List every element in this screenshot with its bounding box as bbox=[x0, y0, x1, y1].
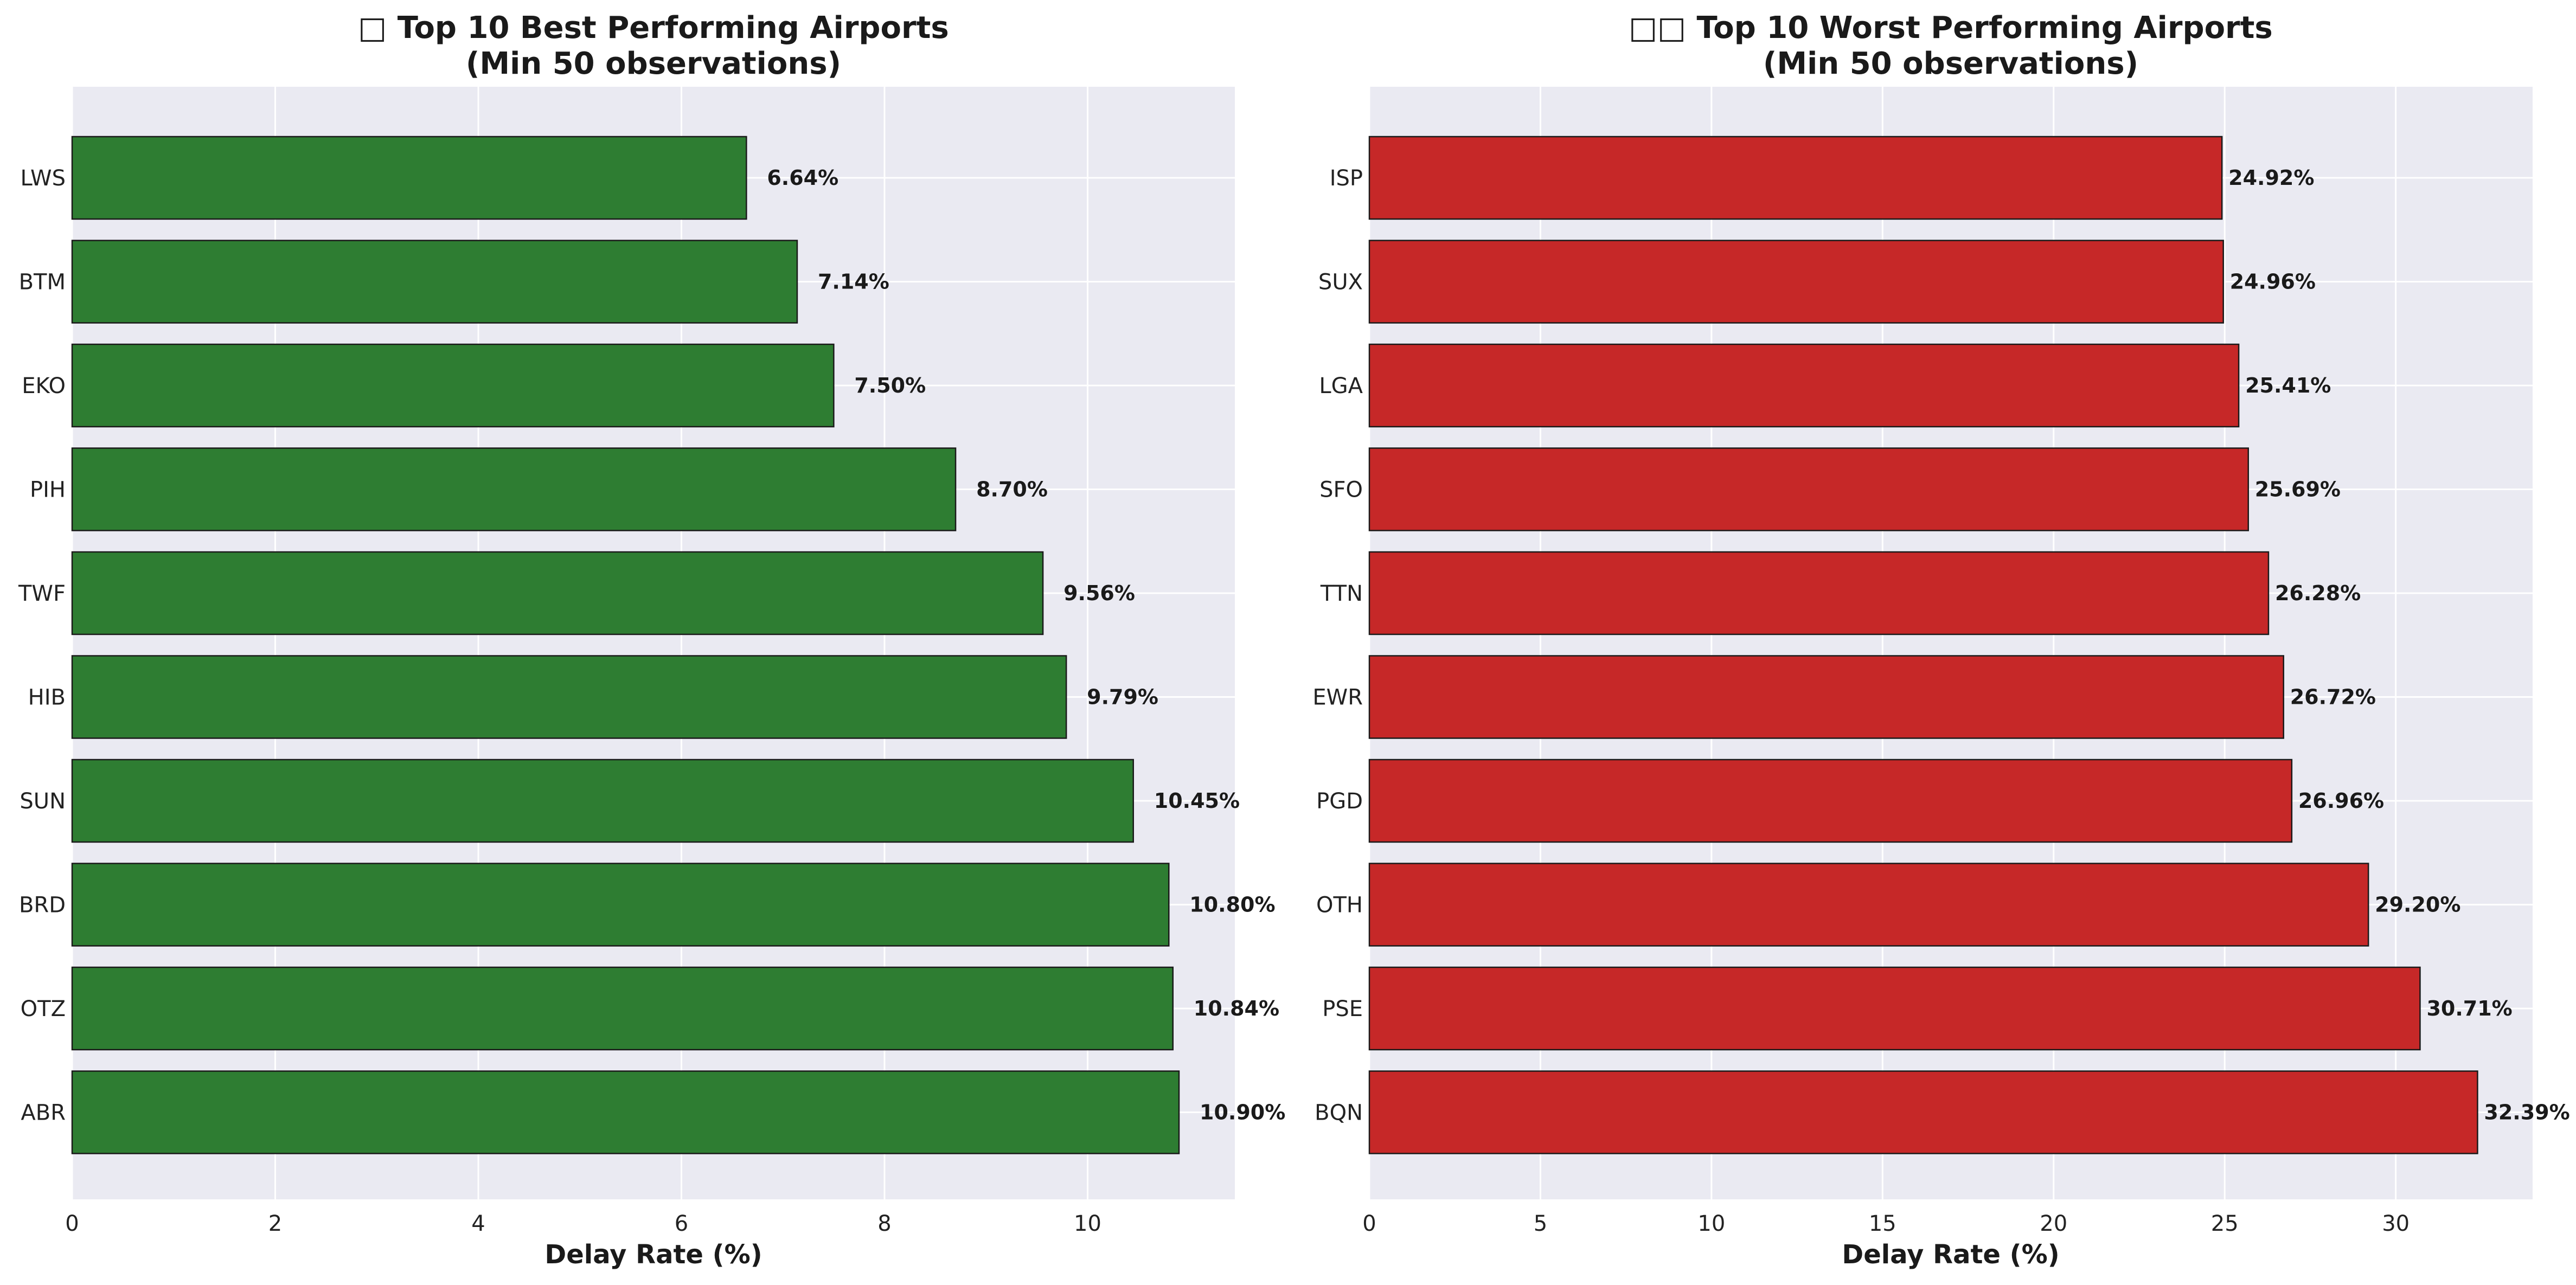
x-tick-label: 6 bbox=[675, 1211, 688, 1236]
y-tick-label-lws: LWS bbox=[20, 166, 66, 191]
y-tick-label-bqn: BQN bbox=[1315, 1101, 1363, 1126]
y-tick-label-otz: OTZ bbox=[21, 997, 66, 1021]
x-tick-label: 5 bbox=[1534, 1211, 1547, 1236]
y-tick-label-hib: HIB bbox=[28, 685, 66, 710]
data-label-sfo: 25.69% bbox=[2255, 478, 2341, 502]
x-tick-labels: 0 2 4 6 8 10 bbox=[65, 1211, 1101, 1236]
bar-pih bbox=[71, 447, 957, 531]
bar-hib bbox=[71, 655, 1067, 739]
x-tick-label: 4 bbox=[471, 1211, 485, 1236]
x-tick-label: 30 bbox=[2382, 1211, 2410, 1236]
bar-lws bbox=[71, 136, 747, 220]
data-labels: 6.64% 7.14% 7.50% 8.70% 9.56% 9.79% 10.45% 10.8… bbox=[767, 166, 1285, 1125]
x-tick-label: 25 bbox=[2211, 1211, 2239, 1236]
data-label-hib: 9.79% bbox=[1087, 685, 1158, 709]
bar-ewr bbox=[1368, 655, 2284, 739]
y-tick-labels: ISP SUX LGA SFO TTN EWR PGD OTH PSE BQN bbox=[1312, 166, 1363, 1126]
bars bbox=[71, 136, 1180, 1154]
y-tick-label-twf: TWF bbox=[18, 581, 66, 606]
data-label-pih: 8.70% bbox=[976, 478, 1048, 502]
chart-title: □□ Top 10 Worst Performing Airports bbox=[1629, 10, 2273, 46]
best-airports-chart: LWS BTM EKO PIH TWF HIB SUN BRD OTZ ABR 0 2 4 6 8 10 6… bbox=[18, 10, 1285, 1270]
y-tick-label-ttn: TTN bbox=[1320, 581, 1363, 606]
bar-isp bbox=[1368, 136, 2223, 220]
bar-abr bbox=[71, 1070, 1180, 1154]
data-label-ttn: 26.28% bbox=[2275, 581, 2361, 605]
x-tick-label: 15 bbox=[1869, 1211, 1896, 1236]
bar-bqn bbox=[1368, 1070, 2478, 1154]
bar-pse bbox=[1368, 966, 2421, 1051]
y-tick-label-sfo: SFO bbox=[1319, 478, 1363, 503]
data-label-pgd: 26.96% bbox=[2298, 789, 2384, 813]
data-label-lga: 25.41% bbox=[2245, 374, 2331, 397]
y-tick-label-lga: LGA bbox=[1319, 374, 1363, 399]
data-label-eko: 7.50% bbox=[854, 374, 926, 397]
y-tick-label-pse: PSE bbox=[1322, 997, 1363, 1021]
x-tick-label: 0 bbox=[65, 1211, 79, 1236]
chart-subtitle: (Min 50 observations) bbox=[466, 46, 841, 81]
bar-twf bbox=[71, 551, 1044, 635]
bar-pgd bbox=[1368, 759, 2293, 843]
x-tick-label: 0 bbox=[1362, 1211, 1376, 1236]
y-tick-label-eko: EKO bbox=[22, 374, 66, 399]
data-label-twf: 9.56% bbox=[1063, 581, 1135, 605]
data-labels: 24.92% 24.96% 25.41% 25.69% 26.28% 26.72% 26.9… bbox=[2228, 166, 2570, 1125]
y-tick-label-pih: PIH bbox=[30, 478, 66, 503]
y-tick-label-abr: ABR bbox=[21, 1101, 66, 1126]
bar-btm bbox=[71, 240, 798, 324]
x-axis-label: Delay Rate (%) bbox=[544, 1239, 762, 1270]
y-tick-label-brd: BRD bbox=[19, 893, 66, 918]
x-tick-label: 8 bbox=[877, 1211, 891, 1236]
y-tick-label-btm: BTM bbox=[19, 270, 66, 295]
data-label-btm: 7.14% bbox=[818, 270, 889, 294]
y-tick-label-oth: OTH bbox=[1316, 893, 1363, 918]
data-label-lws: 6.64% bbox=[767, 166, 838, 190]
x-tick-label: 10 bbox=[1074, 1211, 1101, 1236]
x-tick-label: 20 bbox=[2040, 1211, 2067, 1236]
data-label-ewr: 26.72% bbox=[2290, 685, 2376, 709]
x-tick-label: 10 bbox=[1697, 1211, 1725, 1236]
y-tick-label-sux: SUX bbox=[1318, 270, 1363, 295]
data-label-isp: 24.92% bbox=[2228, 166, 2314, 190]
bar-sun bbox=[71, 759, 1135, 843]
y-tick-label-isp: ISP bbox=[1330, 166, 1363, 191]
x-axis-label: Delay Rate (%) bbox=[1842, 1239, 2059, 1270]
bar-brd bbox=[71, 863, 1170, 947]
x-tick-label: 2 bbox=[268, 1211, 282, 1236]
data-label-otz: 10.84% bbox=[1194, 997, 1279, 1020]
bar-lga bbox=[1368, 343, 2240, 428]
bars bbox=[1368, 136, 2478, 1154]
data-label-brd: 10.80% bbox=[1189, 893, 1275, 917]
y-tick-label-sun: SUN bbox=[20, 789, 66, 814]
bar-otz bbox=[71, 966, 1174, 1051]
chart-subtitle: (Min 50 observations) bbox=[1763, 46, 2138, 81]
bar-sfo bbox=[1368, 447, 2249, 531]
bar-ttn bbox=[1368, 551, 2270, 635]
chart-title: □ Top 10 Best Performing Airports bbox=[358, 10, 949, 46]
x-tick-labels: 0 5 10 15 20 25 30 bbox=[1362, 1211, 2410, 1236]
bar-oth bbox=[1368, 863, 2369, 947]
data-label-sux: 24.96% bbox=[2230, 270, 2316, 294]
bar-sux bbox=[1368, 240, 2224, 324]
data-label-sun: 10.45% bbox=[1154, 789, 1240, 813]
data-label-oth: 29.20% bbox=[2375, 893, 2460, 917]
y-tick-label-pgd: PGD bbox=[1316, 789, 1363, 814]
data-label-pse: 30.71% bbox=[2426, 997, 2512, 1020]
data-label-abr: 10.90% bbox=[1200, 1101, 1285, 1125]
bar-eko bbox=[71, 343, 835, 428]
y-tick-labels: LWS BTM EKO PIH TWF HIB SUN BRD OTZ ABR bbox=[18, 166, 66, 1126]
y-tick-label-ewr: EWR bbox=[1312, 685, 1363, 710]
data-label-bqn: 32.39% bbox=[2484, 1101, 2569, 1125]
worst-airports-chart: ISP SUX LGA SFO TTN EWR PGD OTH PSE BQN 0 5 10 15 20 2… bbox=[1312, 10, 2570, 1270]
